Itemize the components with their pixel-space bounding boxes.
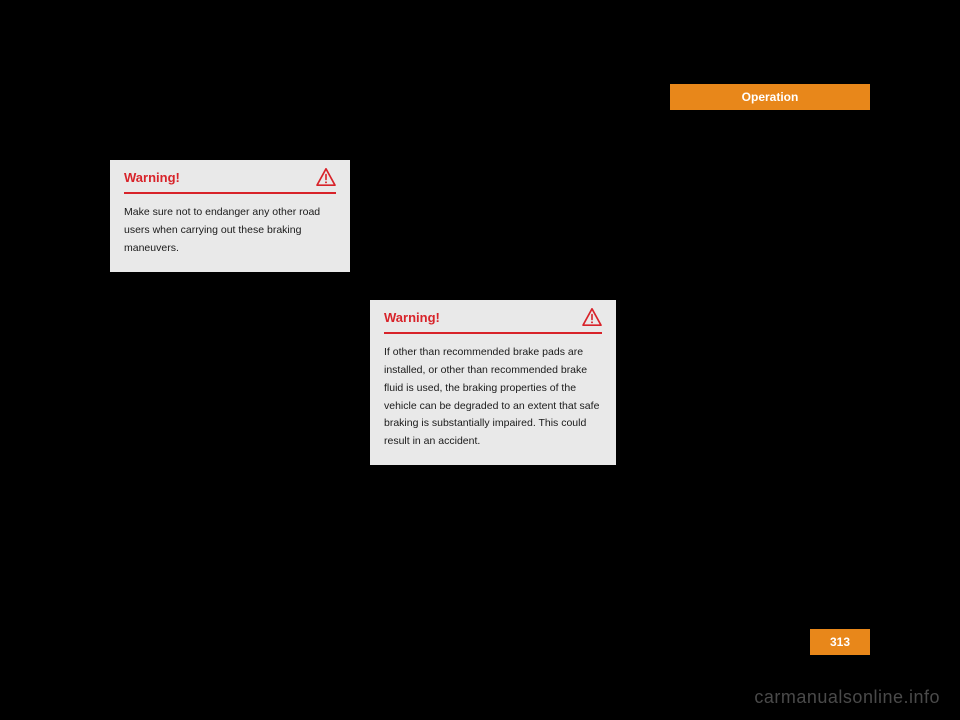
warning-body-text: Make sure not to endanger any other road… xyxy=(110,194,350,272)
warning-triangle-icon xyxy=(316,168,336,186)
warning-header: Warning! xyxy=(110,160,350,192)
warning-title: Warning! xyxy=(124,170,180,185)
warning-body-text: If other than recommended brake pads are… xyxy=(370,334,616,465)
header-section-title: Operation xyxy=(670,84,870,110)
page-number: 313 xyxy=(810,629,870,655)
warning-header: Warning! xyxy=(370,300,616,332)
warning-box-1: Warning! Make sure not to endanger any o… xyxy=(110,160,350,272)
header-title-text: Operation xyxy=(742,90,799,104)
watermark: carmanualsonline.info xyxy=(754,687,940,708)
warning-box-2: Warning! If other than recommended brake… xyxy=(370,300,616,465)
page-number-text: 313 xyxy=(830,635,850,649)
warning-triangle-icon xyxy=(582,308,602,326)
warning-title: Warning! xyxy=(384,310,440,325)
